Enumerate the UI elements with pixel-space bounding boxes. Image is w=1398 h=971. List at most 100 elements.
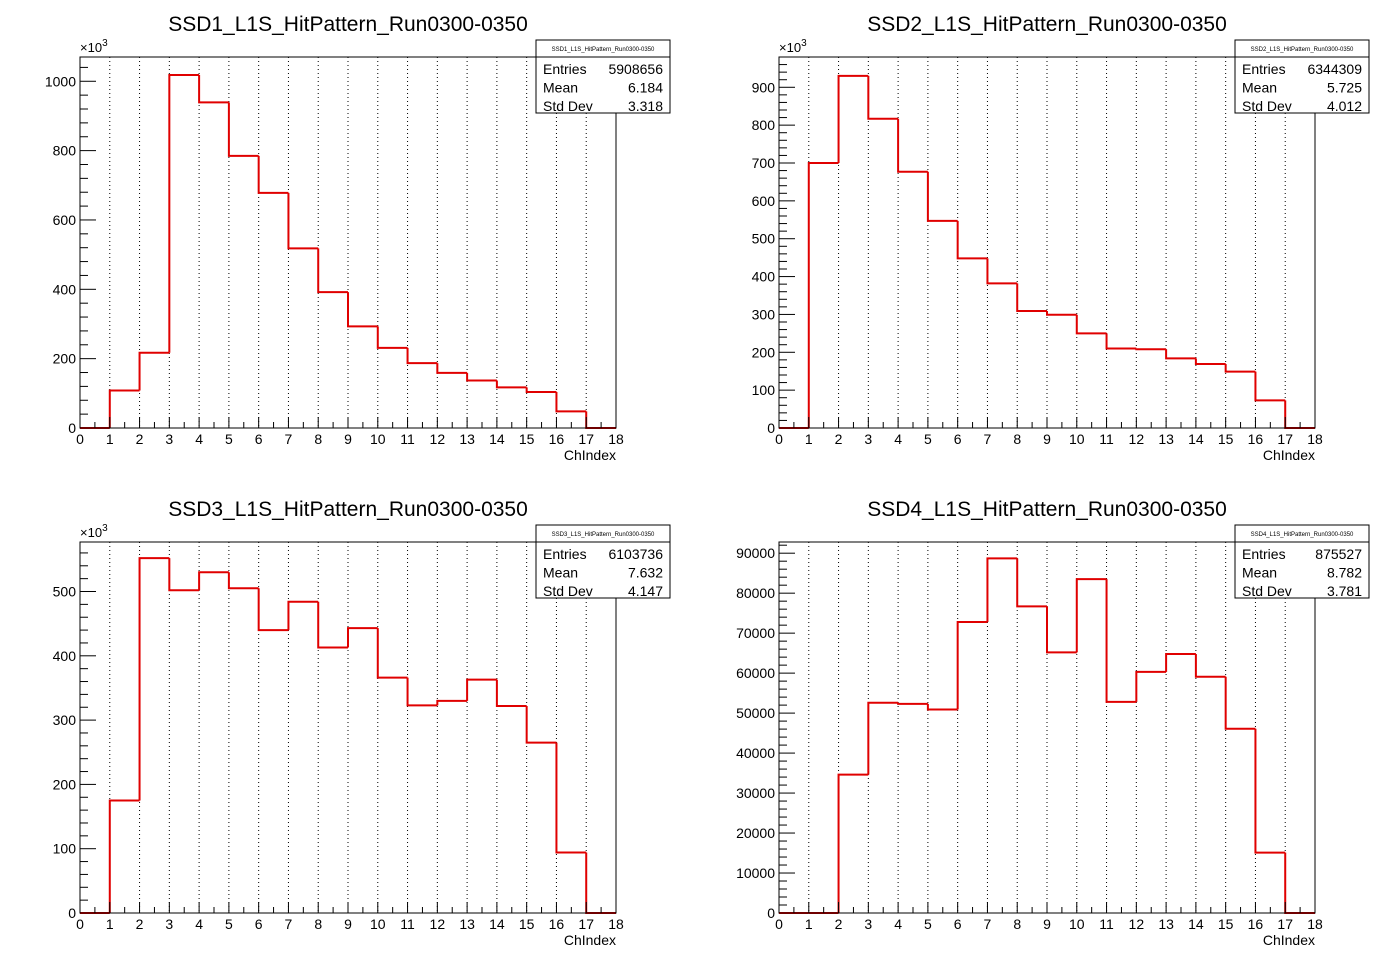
histogram-bin [138, 351, 170, 391]
x-tick-label: 10 [370, 431, 386, 447]
x-tick-label: 1 [805, 431, 813, 447]
x-axis-label: ChIndex [1263, 932, 1315, 948]
chart-title: SSD1_L1S_HitPattern_Run0300-0350 [168, 13, 528, 36]
histogram-bin [1016, 558, 1047, 608]
y-tick-label: 700 [752, 155, 776, 171]
stats-value: 6.184 [628, 80, 663, 96]
histogram-bin [555, 391, 587, 413]
x-tick-label: 5 [225, 431, 233, 447]
x-tick-label: 2 [136, 431, 144, 447]
stats-label: Mean [1242, 80, 1277, 96]
histogram-bin [495, 380, 527, 389]
y-tick-label: 600 [53, 212, 77, 228]
histogram-bin [1224, 676, 1256, 730]
x-tick-label: 11 [400, 431, 415, 447]
histogram-bin [287, 600, 319, 631]
x-tick-label: 0 [76, 431, 84, 447]
histogram-bin [585, 852, 616, 914]
histogram-bin [257, 588, 289, 632]
x-tick-label: 15 [519, 431, 535, 447]
stats-label: Std Dev [543, 98, 593, 114]
histogram-bin [466, 372, 497, 382]
histogram-bin [1046, 606, 1077, 654]
histogram-bin [1165, 349, 1196, 360]
histogram-bin [376, 326, 408, 349]
histogram-bin [1075, 578, 1107, 653]
histogram-bin [108, 799, 140, 913]
stats-label: Mean [1242, 565, 1277, 581]
histogram-bin [436, 699, 468, 706]
y-tick-label: 70000 [736, 625, 775, 641]
x-tick-label: 5 [924, 431, 932, 447]
y-tick-label: 500 [752, 231, 776, 247]
x-tick-label: 12 [1129, 916, 1145, 932]
stats-value: 7.632 [628, 565, 663, 581]
y-axis: 0 200 400 600 800 1000 ×103 [45, 38, 108, 436]
x-tick-label: 4 [894, 431, 902, 447]
x-tick-label: 14 [489, 916, 505, 932]
y-tick-label: 1000 [45, 73, 76, 89]
histogram-bin [1224, 364, 1256, 373]
x-tick-label: 0 [775, 431, 783, 447]
histogram-bin [317, 248, 348, 294]
x-tick-label: 10 [1069, 431, 1085, 447]
y-tick-label: 80000 [736, 585, 775, 601]
x-tick-label: 18 [1307, 916, 1323, 932]
stats-label: Std Dev [1242, 583, 1292, 599]
y-tick-label: 30000 [736, 785, 775, 801]
y-tick-label: 0 [68, 905, 76, 921]
x-tick-label: 17 [1277, 916, 1293, 932]
histogram-series [779, 557, 1315, 914]
x-tick-label: 4 [894, 916, 902, 932]
y-tick-label: 400 [53, 281, 77, 297]
x-tick-label: 12 [430, 431, 446, 447]
x-tick-label: 2 [835, 431, 843, 447]
histogram-bin [867, 701, 899, 775]
stats-box-name: SSD3_L1S_HitPattern_Run0300-0350 [552, 532, 655, 538]
histogram-bin [867, 75, 899, 120]
stats-box-name: SSD4_L1S_HitPattern_Run0300-0350 [1251, 532, 1354, 538]
stats-box-name: SSD1_L1S_HitPattern_Run0300-0350 [552, 47, 655, 53]
y-tick-label: 500 [53, 584, 77, 600]
histogram-bin [837, 74, 869, 163]
histogram-bin [198, 75, 229, 104]
y-tick-label: 100 [752, 382, 776, 398]
stats-value: 5.725 [1327, 80, 1362, 96]
histogram-bin [1105, 579, 1137, 703]
x-tick-label: 2 [136, 916, 144, 932]
histogram-bin [1194, 358, 1226, 366]
x-tick-label: 3 [165, 431, 173, 447]
stats-label: Entries [1242, 61, 1286, 77]
x-axis-label: ChIndex [564, 932, 616, 948]
x-tick-label: 8 [1013, 916, 1021, 932]
y-axis-exponent: ×103 [80, 38, 108, 55]
stats-box: SSD4_L1S_HitPattern_Run0300-0350 Entries 8… [1234, 524, 1370, 599]
x-tick-label: 0 [775, 916, 783, 932]
stats-box: SSD2_L1S_HitPattern_Run0300-0350 Entries 6… [1234, 39, 1370, 114]
x-tick-label: 6 [954, 431, 962, 447]
stats-label: Entries [543, 61, 587, 77]
histogram-bin [168, 558, 200, 592]
x-tick-label: 1 [106, 916, 114, 932]
histogram-bin [495, 679, 527, 707]
x-axis-label: ChIndex [1263, 447, 1315, 463]
y-tick-label: 400 [53, 648, 77, 664]
histogram-bin [525, 387, 557, 393]
stats-label: Std Dev [1242, 98, 1292, 114]
x-tick-label: 11 [1099, 916, 1114, 932]
stats-label: Std Dev [543, 583, 593, 599]
vertical-grid [808, 542, 1286, 913]
stats-box-frame [1234, 524, 1370, 599]
histogram-bin [1194, 653, 1226, 678]
x-tick-label: 5 [924, 916, 932, 932]
histogram-bin [1046, 311, 1077, 316]
histogram-bin [347, 627, 378, 648]
histogram-bin [926, 171, 958, 222]
y-tick-label: 40000 [736, 745, 775, 761]
x-tick-label: 5 [225, 916, 233, 932]
y-tick-label: 300 [752, 306, 776, 322]
x-tick-label: 9 [1043, 916, 1051, 932]
x-tick-label: 17 [578, 916, 594, 932]
